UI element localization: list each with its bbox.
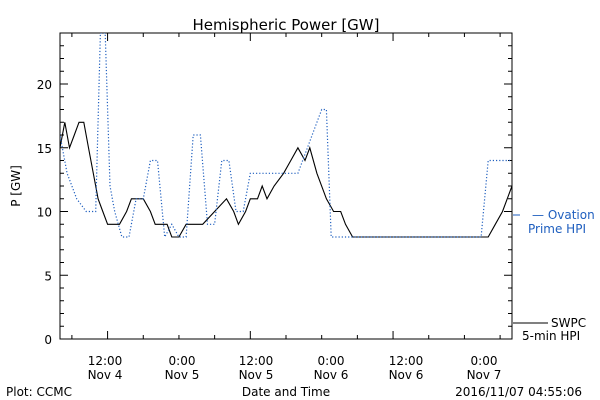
y-tick-label: 15 xyxy=(37,142,52,156)
x-tick-label-day: Nov 4 xyxy=(88,368,123,382)
y-tick-label: 5 xyxy=(44,269,52,283)
x-tick-label-time: 12:00 xyxy=(239,354,274,368)
legend-ovation-line1: — Ovation xyxy=(532,208,595,222)
x-tick-label-day: Nov 5 xyxy=(239,368,274,382)
x-tick-label-day: Nov 6 xyxy=(389,368,424,382)
legend-swpc-line1: SWPC xyxy=(551,316,586,330)
footer-timestamp: 2016/11/07 04:55:06 xyxy=(455,385,582,399)
x-tick-label-time: 0:00 xyxy=(471,354,498,368)
plot-frame xyxy=(59,32,513,340)
legend-swpc-line2: 5-min HPI xyxy=(522,329,580,343)
y-tick-label: 10 xyxy=(37,206,52,220)
x-tick-label-time: 0:00 xyxy=(169,354,196,368)
x-tick-label-time: 12:00 xyxy=(88,354,123,368)
x-tick-label-day: Nov 6 xyxy=(314,368,349,382)
footer-plot-credit: Plot: CCMC xyxy=(6,385,72,399)
legend-ovation-line2: Prime HPI xyxy=(528,222,586,236)
x-tick-label-day: Nov 5 xyxy=(165,368,200,382)
series-swpc-line xyxy=(60,121,512,238)
chart-title: Hemispheric Power [GW] xyxy=(193,16,380,34)
y-axis-label: P [GW] xyxy=(9,165,23,207)
x-tick-label-time: 12:00 xyxy=(389,354,424,368)
x-tick-label-day: Nov 7 xyxy=(467,368,502,382)
y-tick-label: 0 xyxy=(44,333,52,347)
y-tick-label: 20 xyxy=(37,78,52,92)
x-tick-label-time: 0:00 xyxy=(318,354,345,368)
x-axis-label: Date and Time xyxy=(242,385,330,399)
y-axis: 0 5 10 15 20 xyxy=(37,32,512,347)
series-ovation-line xyxy=(60,33,512,239)
